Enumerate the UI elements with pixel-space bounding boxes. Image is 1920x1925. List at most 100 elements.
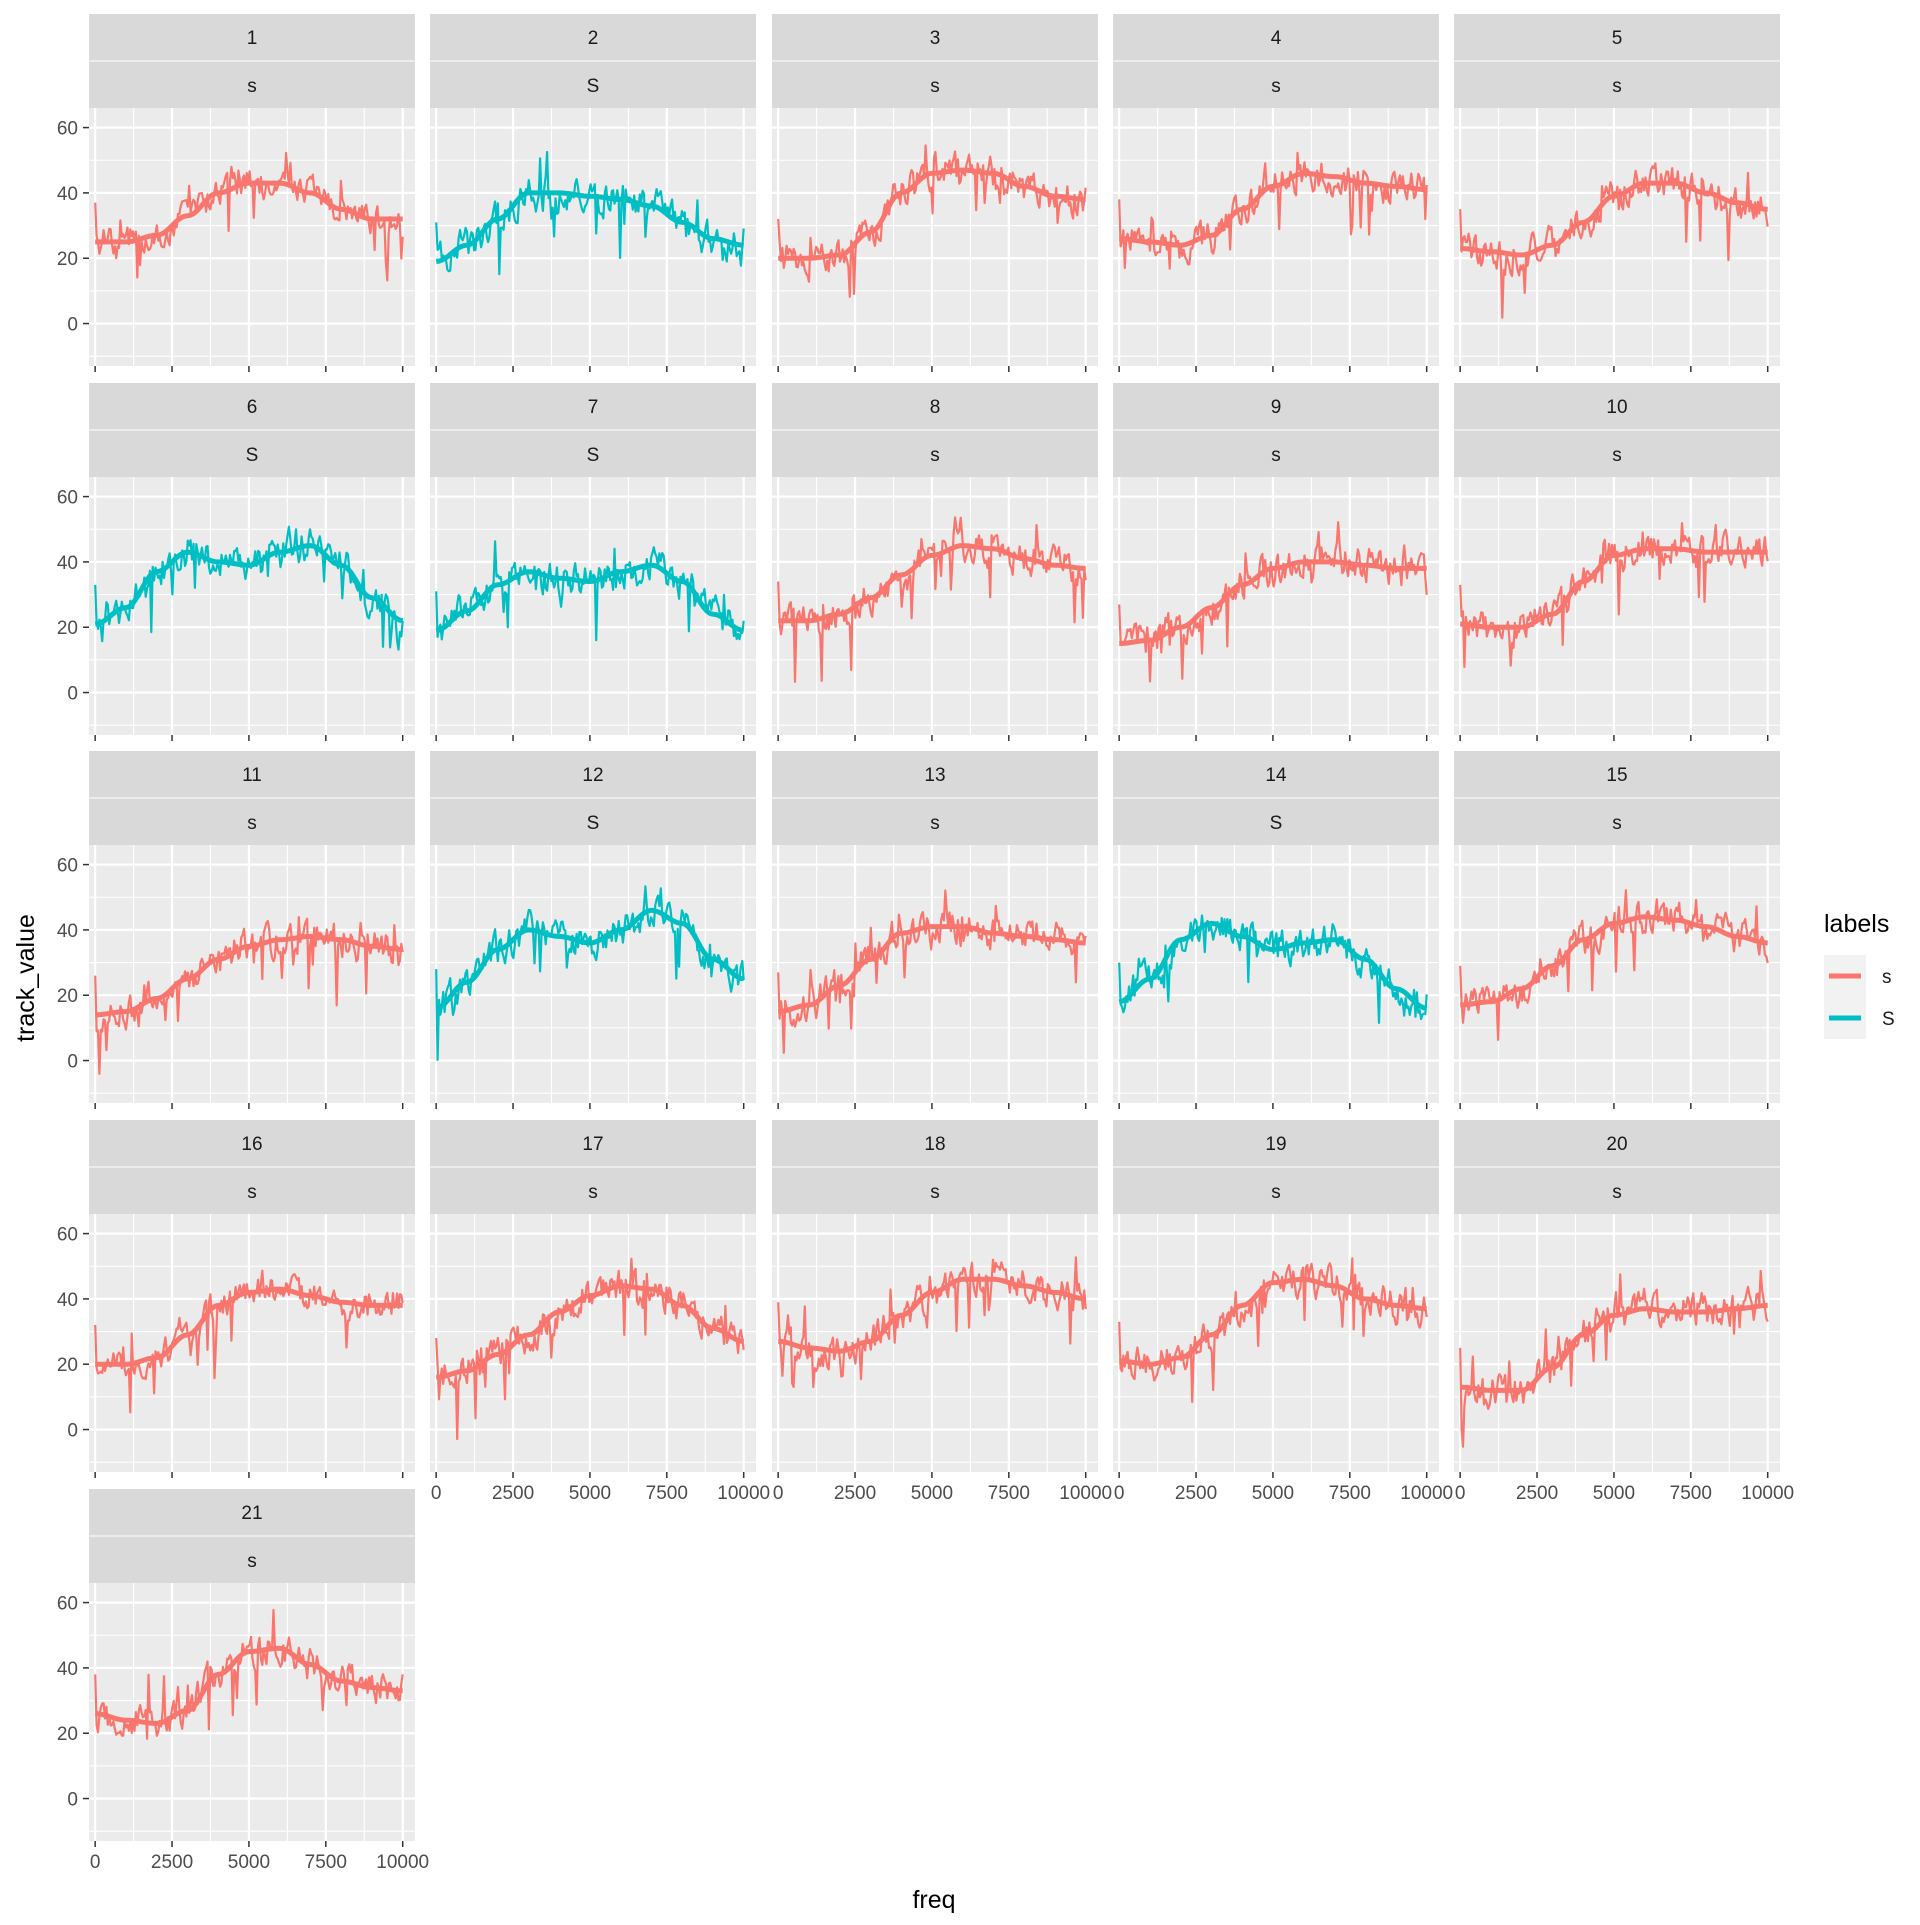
facet-panel-14: 14 S bbox=[1113, 751, 1439, 1109]
legend: labels sS bbox=[1824, 910, 1895, 1039]
y-tick-label: 0 bbox=[67, 1790, 78, 1811]
x-tick-label: 2500 bbox=[1175, 1483, 1217, 1504]
facet-strip-label: s bbox=[588, 1182, 598, 1203]
facet-strip-id: 7 bbox=[588, 397, 599, 418]
facet-panel-1: 1 s 0 20 40 60 bbox=[57, 14, 415, 372]
facet-strip-label: s bbox=[247, 1182, 257, 1203]
facet-strip-id: 20 bbox=[1606, 1134, 1627, 1155]
facet-strip-label: s bbox=[930, 813, 940, 834]
series-smooth-line bbox=[436, 1283, 745, 1380]
series-track-line bbox=[435, 1257, 745, 1441]
series-smooth-line bbox=[1118, 920, 1428, 1011]
facet-strip-id: 6 bbox=[247, 397, 258, 418]
series-track-line bbox=[1459, 521, 1769, 669]
facet-strip-label: s bbox=[1612, 76, 1622, 97]
series-smooth-line bbox=[1119, 1276, 1427, 1367]
facet-strip-label: s bbox=[930, 76, 940, 97]
y-tick-label: 60 bbox=[57, 1225, 78, 1246]
series-smooth-line bbox=[778, 167, 1086, 261]
y-tick-label: 20 bbox=[57, 1355, 78, 1376]
facet-panel-2: 2S bbox=[430, 14, 756, 372]
y-tick-label: 20 bbox=[57, 986, 78, 1007]
series-smooth-line bbox=[435, 190, 744, 264]
x-tick-label: 7500 bbox=[1329, 1483, 1371, 1504]
series-smooth-line bbox=[435, 562, 745, 633]
y-tick-label: 60 bbox=[57, 856, 78, 877]
facet-strip-id: 15 bbox=[1606, 765, 1627, 786]
facet-strip-label: S bbox=[587, 445, 600, 466]
panel-background bbox=[430, 1214, 756, 1472]
facet-strip-label: S bbox=[587, 813, 600, 834]
panel-background bbox=[1454, 108, 1780, 366]
facet-panel-19: 19 s 0 2500 5000 7500 10000 bbox=[1113, 1120, 1453, 1504]
facet-strip-id: 16 bbox=[241, 1134, 262, 1155]
y-tick-label: 40 bbox=[57, 184, 78, 205]
x-tick-label: 0 bbox=[90, 1852, 101, 1873]
x-tick-label: 0 bbox=[431, 1483, 442, 1504]
series-smooth-line bbox=[435, 907, 745, 1011]
legend-entry-label: s bbox=[1882, 967, 1892, 988]
series-smooth-line bbox=[1119, 170, 1427, 248]
series-track-line bbox=[1118, 151, 1428, 270]
panel-background bbox=[1454, 477, 1780, 735]
y-tick-label: 20 bbox=[57, 249, 78, 270]
facet-strip-id: 14 bbox=[1265, 765, 1287, 786]
x-tick-label: 10000 bbox=[1400, 1483, 1453, 1504]
facet-panel-6: 6 S 0 20 40 60 bbox=[57, 383, 415, 741]
facet-strip-label: s bbox=[247, 76, 257, 97]
facet-strip-label: s bbox=[1271, 76, 1281, 97]
series-smooth-line bbox=[1460, 1302, 1768, 1393]
x-tick-label: 0 bbox=[1455, 1483, 1466, 1504]
facet-strip-label: s bbox=[930, 445, 940, 466]
y-tick-label: 60 bbox=[57, 119, 78, 140]
facet-strip-id: 21 bbox=[241, 1503, 262, 1524]
x-tick-label: 5000 bbox=[228, 1852, 270, 1873]
facet-panel-21: 21 s 0 20 40 60 0 2500 5000 7500 10000 bbox=[57, 1489, 429, 1873]
facet-panel-5: 5s bbox=[1454, 14, 1780, 372]
facet-panel-20: 20 s 0 2500 5000 7500 10000 bbox=[1454, 1120, 1794, 1504]
series-smooth-line bbox=[95, 180, 403, 245]
facet-strip-id: 13 bbox=[924, 765, 945, 786]
panel-background bbox=[1454, 845, 1780, 1103]
x-tick-label: 2500 bbox=[1516, 1483, 1558, 1504]
facet-strip-id: 5 bbox=[1612, 28, 1623, 49]
facet-strip-label: s bbox=[247, 813, 257, 834]
y-tick-label: 40 bbox=[57, 1659, 78, 1680]
x-tick-label: 10000 bbox=[376, 1852, 429, 1873]
series-smooth-line bbox=[778, 543, 1086, 624]
x-tick-label: 7500 bbox=[1670, 1483, 1712, 1504]
series-smooth-line bbox=[1460, 914, 1768, 1008]
panel-background bbox=[89, 1214, 415, 1472]
facet-panel-7: 7S bbox=[430, 383, 756, 741]
series-track-line bbox=[777, 1256, 1087, 1389]
y-tick-label: 0 bbox=[67, 684, 78, 705]
y-axis-title: track_value bbox=[12, 914, 40, 1042]
series-smooth-line bbox=[95, 1645, 403, 1726]
panel-background bbox=[772, 845, 1098, 1103]
facet-panel-12: 12 S bbox=[430, 751, 756, 1109]
facet-panel-18: 18 s 0 2500 5000 7500 10000 bbox=[772, 1120, 1112, 1504]
y-tick-label: 0 bbox=[67, 1052, 78, 1073]
x-tick-label: 0 bbox=[1114, 1483, 1125, 1504]
facet-strip-label: S bbox=[587, 76, 600, 97]
panel-background bbox=[1454, 1214, 1780, 1472]
series-smooth-line bbox=[1119, 559, 1427, 647]
facet-panel-16: 16 s 0 20 40 60 bbox=[57, 1120, 415, 1478]
facet-strip-label: s bbox=[1271, 1182, 1281, 1203]
x-tick-label: 10000 bbox=[717, 1483, 770, 1504]
series-track-line bbox=[777, 516, 1087, 684]
facet-strip-label: s bbox=[930, 1182, 940, 1203]
x-tick-label: 5000 bbox=[1593, 1483, 1635, 1504]
facet-panel-8: 8s bbox=[772, 383, 1098, 741]
legend-entry-label: S bbox=[1882, 1009, 1895, 1030]
series-smooth-line bbox=[1460, 180, 1768, 258]
series-smooth-line bbox=[778, 1276, 1086, 1354]
facet-strip-label: s bbox=[1271, 445, 1281, 466]
x-tick-label: 0 bbox=[773, 1483, 784, 1504]
y-tick-label: 20 bbox=[57, 1724, 78, 1745]
facet-panel-17: 17 s 0 2500 5000 7500 10000 bbox=[430, 1120, 770, 1504]
x-tick-label: 7500 bbox=[646, 1483, 688, 1504]
facet-panel-11: 11 s 0 20 40 60 bbox=[57, 751, 415, 1109]
